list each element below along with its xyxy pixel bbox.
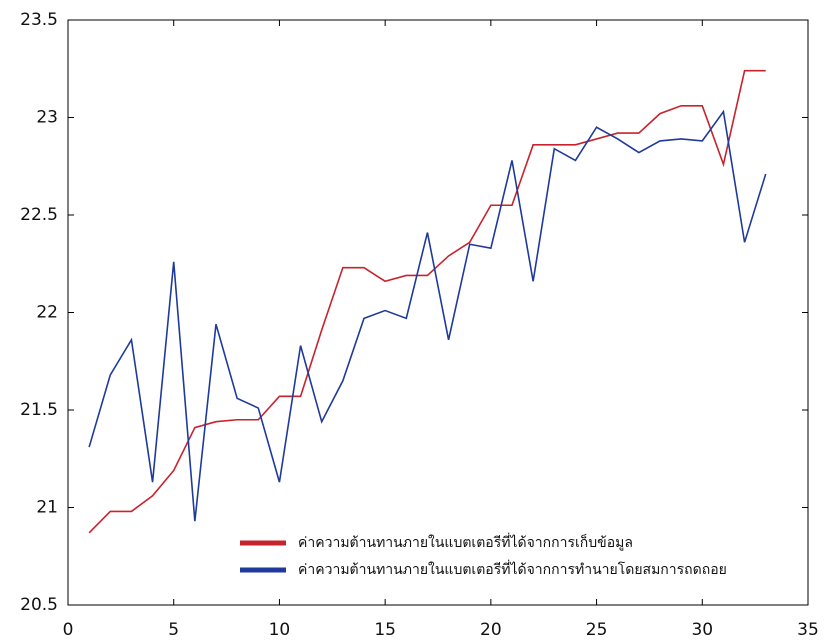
x-tick-label: 20 (480, 620, 502, 640)
legend-label: ค่าความต้านทานภายในแบตเตอรีที่ได้จากการเ… (298, 533, 633, 551)
x-tick-label: 35 (797, 620, 819, 640)
y-tick-label: 23 (36, 108, 58, 128)
series-line (88, 109, 767, 522)
y-tick-label: 21.5 (20, 400, 58, 420)
plot-area (67, 19, 809, 606)
x-tick-label: 5 (168, 620, 179, 640)
x-tick-label: 0 (63, 620, 74, 640)
y-tick-label: 20.5 (20, 595, 58, 615)
series-line (88, 69, 766, 534)
y-tick-label: 21 (36, 498, 58, 518)
legend-label: ค่าความต้านทานภายในแบตเตอรีที่ได้จากการท… (298, 560, 727, 578)
y-tick-label: 22 (36, 303, 58, 323)
x-tick-label: 10 (269, 620, 291, 640)
x-tick-label: 25 (586, 620, 608, 640)
y-tick-label: 23.5 (20, 10, 58, 30)
y-tick-label: 22.5 (20, 205, 58, 225)
x-tick-label: 30 (691, 620, 713, 640)
x-tick-label: 15 (374, 620, 396, 640)
